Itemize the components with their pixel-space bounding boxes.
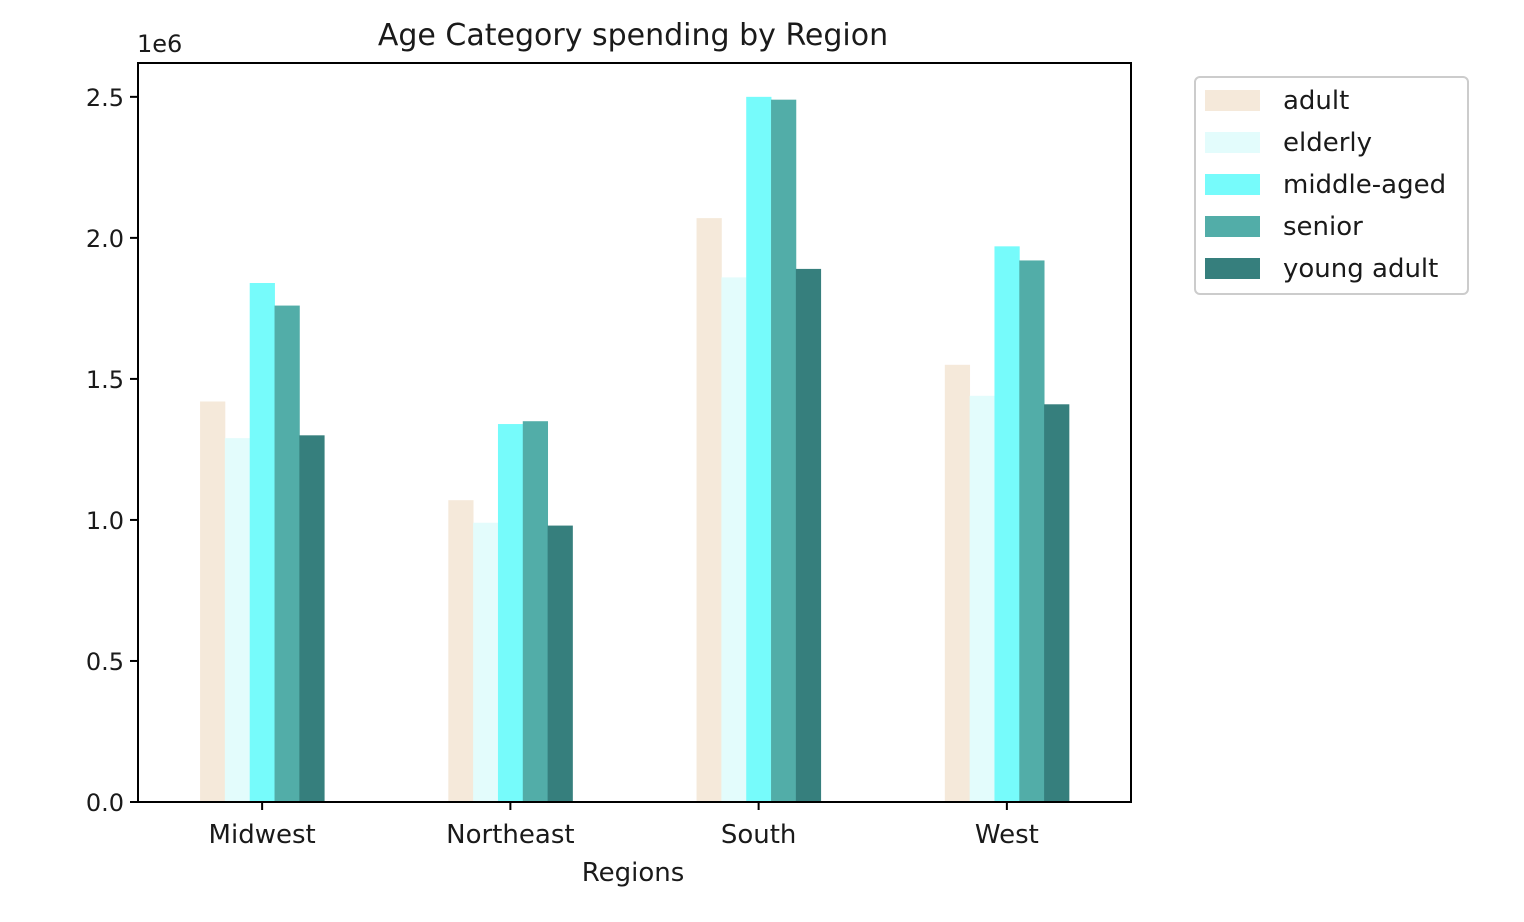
y-scale-label: 1e6: [137, 30, 182, 58]
bar-adult-midwest: [200, 401, 226, 802]
bar-senior-south: [771, 99, 797, 802]
bars-group: [200, 96, 1070, 803]
y-axis: 0.0 0.5 1.0 1.5 2.0 2.5: [86, 84, 138, 817]
legend-swatch: [1205, 258, 1260, 279]
legend-swatch: [1205, 174, 1260, 195]
y-tick-label: 1.5: [86, 366, 124, 394]
y-tick-label: 0.5: [86, 648, 124, 676]
y-tick-label: 1.0: [86, 507, 124, 535]
legend: adult elderly middle-aged senior young adult: [1194, 76, 1469, 295]
x-axis: Midwest Northeast South West: [209, 802, 1039, 850]
x-tick-label: Midwest: [209, 820, 316, 850]
bar-elderly-west: [969, 395, 995, 802]
legend-swatch: [1205, 132, 1260, 153]
legend-box: [1194, 76, 1469, 295]
bar-adult-northeast: [448, 500, 474, 802]
bar-middle-aged-west: [994, 246, 1020, 802]
bar-senior-northeast: [522, 421, 549, 802]
bar-elderly-south: [721, 277, 747, 802]
legend-label: senior: [1283, 212, 1363, 242]
bar-young-adult-west: [1044, 404, 1070, 802]
legend-swatch: [1205, 216, 1260, 237]
bar-young-adult-midwest: [299, 435, 325, 802]
bar-adult-west: [944, 364, 971, 802]
x-tick-label: West: [975, 820, 1039, 850]
x-tick-label: South: [721, 820, 797, 850]
y-tick-label: 0.0: [86, 789, 124, 817]
bar-senior-midwest: [274, 305, 300, 802]
bar-young-adult-northeast: [547, 525, 573, 802]
y-tick-label: 2.0: [86, 225, 124, 253]
bar-elderly-midwest: [224, 438, 251, 802]
legend-label: young adult: [1283, 254, 1438, 284]
bar-elderly-northeast: [473, 522, 499, 802]
bar-middle-aged-south: [746, 96, 772, 802]
x-axis-label: Regions: [582, 858, 685, 888]
bar-young-adult-south: [795, 268, 822, 803]
plot-frame: [137, 62, 1132, 803]
legend-label: middle-aged: [1283, 170, 1446, 200]
bar-senior-west: [1019, 260, 1045, 802]
bar-middle-aged-northeast: [497, 424, 524, 802]
legend-swatch: [1205, 90, 1260, 111]
bar-middle-aged-midwest: [249, 283, 275, 802]
bar-adult-south: [696, 218, 722, 802]
y-tick-label: 2.5: [86, 84, 124, 112]
legend-label: elderly: [1283, 128, 1372, 158]
chart-title: Age Category spending by Region: [378, 18, 888, 53]
x-tick-label: Northeast: [446, 820, 574, 850]
legend-label: adult: [1283, 86, 1349, 116]
